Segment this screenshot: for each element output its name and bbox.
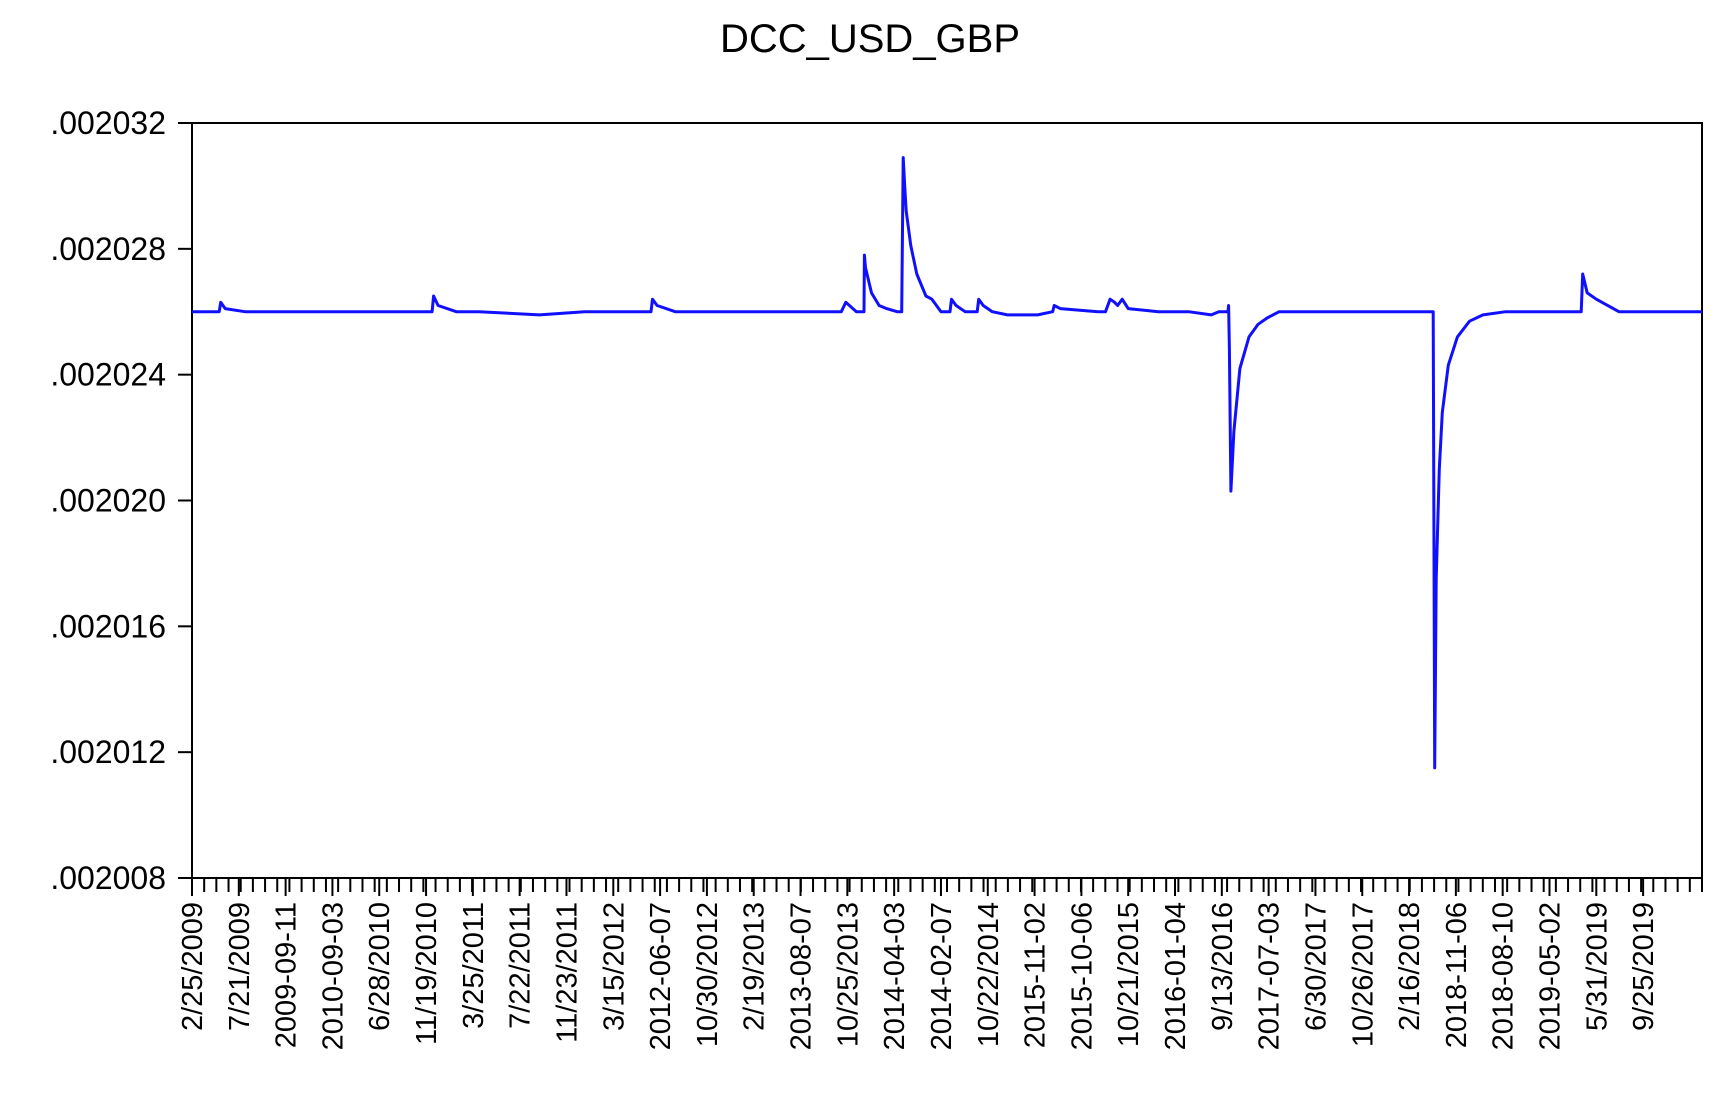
x-tick-label: 2013-08-07 xyxy=(786,902,818,1050)
x-tick-label: 10/22/2014 xyxy=(973,902,1005,1047)
y-tick-label: .002028 xyxy=(50,231,166,267)
x-tick-label: 10/21/2015 xyxy=(1113,902,1145,1047)
x-axis: 2/25/2009 7/21/2009 2009-09-11 2010-09-03 6/… xyxy=(177,878,1703,1050)
x-tick-label: 2019-05-02 xyxy=(1534,902,1566,1050)
x-tick-label: 3/15/2012 xyxy=(598,902,630,1031)
series-line xyxy=(192,156,1702,770)
x-tick-label: 2018-11-06 xyxy=(1441,902,1473,1048)
x-tick-label: 2010-09-03 xyxy=(317,902,349,1050)
x-tick-label: 2014-04-03 xyxy=(879,902,911,1050)
y-tick-label: .002032 xyxy=(50,105,166,141)
x-tick-label: 10/30/2012 xyxy=(692,902,724,1047)
x-tick-label: 6/30/2017 xyxy=(1300,902,1332,1031)
y-tick-label: .002016 xyxy=(50,608,166,644)
x-tick-label: 11/19/2010 xyxy=(411,902,443,1045)
x-tick-label: 3/25/2011 xyxy=(458,902,490,1029)
x-tick-label: 10/26/2017 xyxy=(1347,902,1379,1047)
x-tick-label: 2015-11-02 xyxy=(1020,902,1052,1048)
x-tick-label: 2/25/2009 xyxy=(177,902,209,1031)
x-tick-label: 2012-06-07 xyxy=(645,902,677,1050)
y-tick-label: .002024 xyxy=(50,357,166,393)
chart-title: DCC_USD_GBP xyxy=(720,17,1020,61)
x-tick-label: 2/19/2013 xyxy=(739,902,771,1031)
series-group xyxy=(192,156,1702,770)
x-tick-label: 9/13/2016 xyxy=(1207,902,1239,1031)
y-tick-label: .002012 xyxy=(50,734,166,770)
x-tick-label: 6/28/2010 xyxy=(364,902,396,1031)
y-tick-label: .002020 xyxy=(50,483,166,519)
x-tick-label: 2015-10-06 xyxy=(1066,902,1098,1050)
x-tick-label: 5/31/2019 xyxy=(1581,902,1613,1031)
x-tick-label: 10/25/2013 xyxy=(832,902,864,1047)
x-tick-label: 2016-01-04 xyxy=(1160,902,1192,1050)
x-tick-label: 9/25/2019 xyxy=(1628,902,1660,1031)
y-axis: .002032 .002028 .002024 .002020 .002016 .0020… xyxy=(50,105,192,896)
x-tick-label: 2009-09-11 xyxy=(271,902,303,1048)
x-tick-label: 2017-07-03 xyxy=(1254,902,1286,1050)
x-tick-label: 11/23/2011 xyxy=(551,902,583,1043)
plot-frame xyxy=(191,122,1703,879)
x-tick-label: 7/21/2009 xyxy=(224,902,256,1031)
x-tick-label: 2/16/2018 xyxy=(1394,902,1426,1031)
x-tick-label: 7/22/2011 xyxy=(505,902,537,1029)
x-tick-label: 2018-08-10 xyxy=(1488,902,1520,1050)
y-tick-label: .002008 xyxy=(50,860,166,896)
x-tick-label: 2014-02-07 xyxy=(926,902,958,1050)
